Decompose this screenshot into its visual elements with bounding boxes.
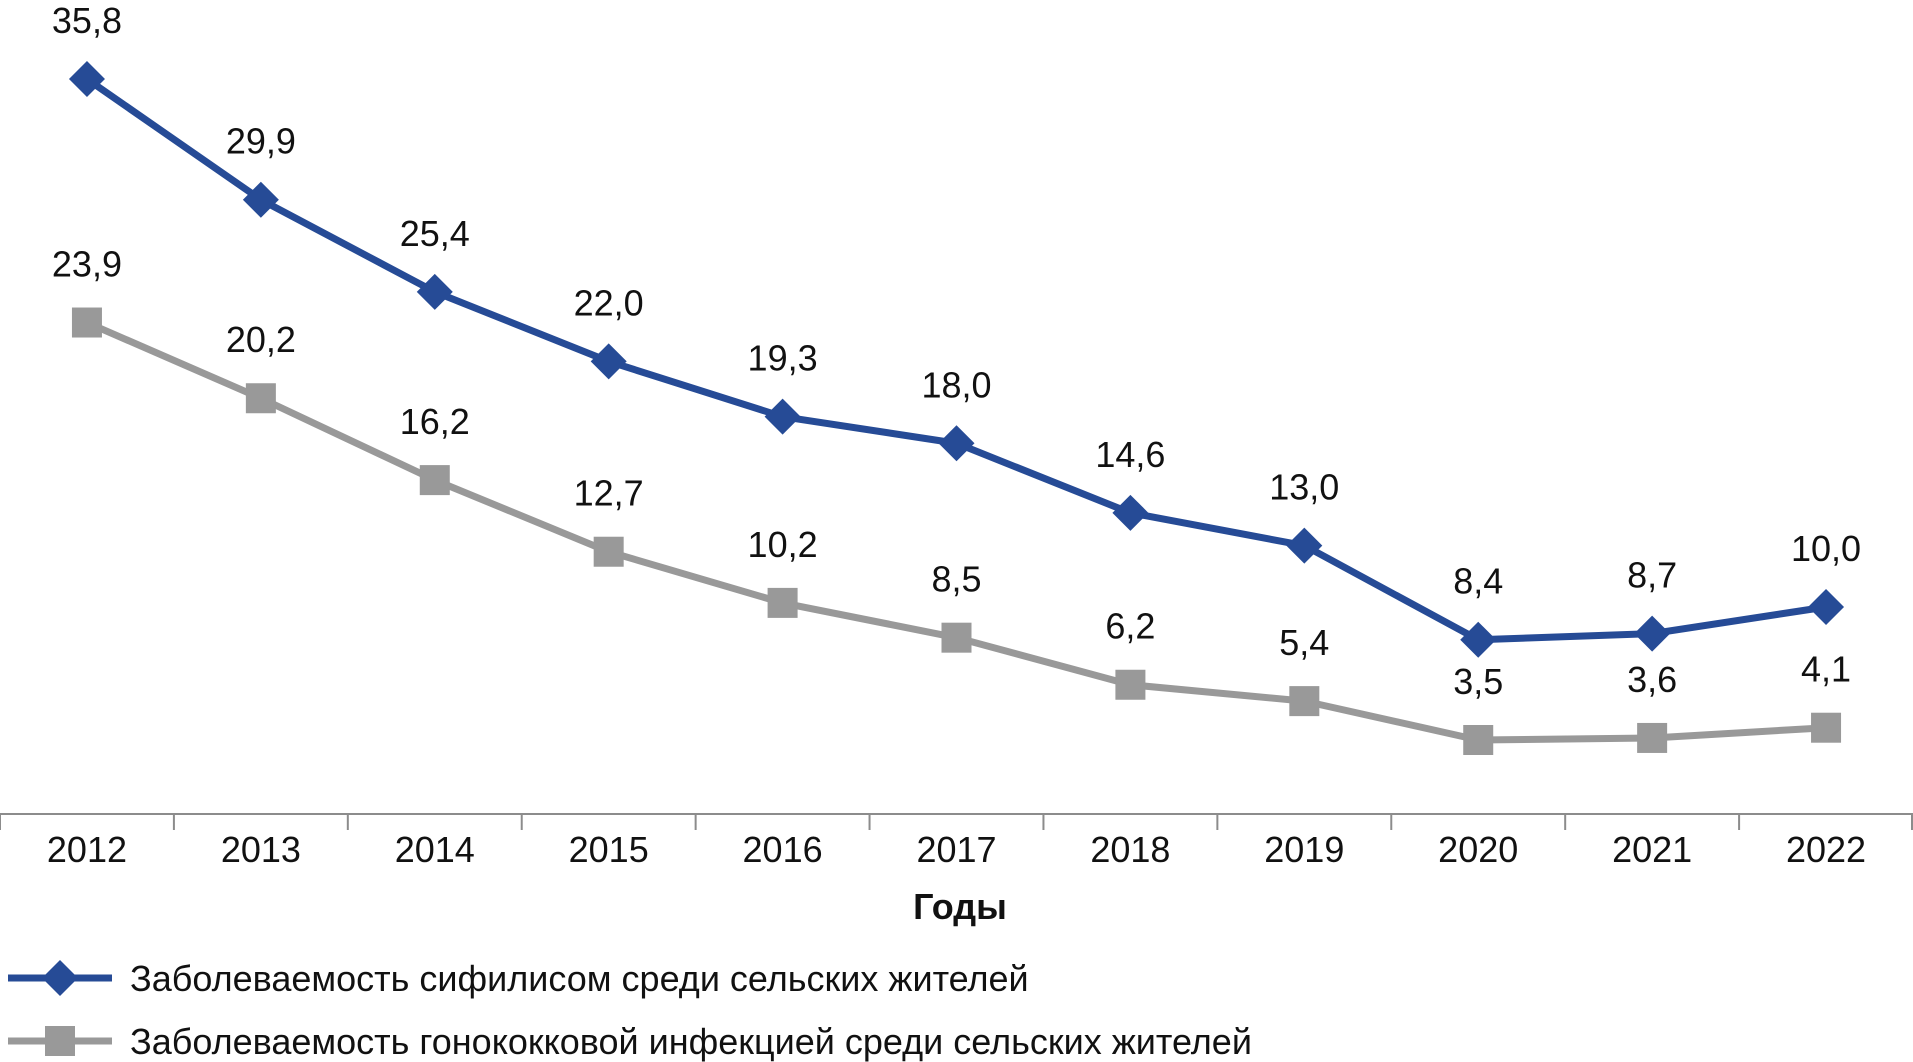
data-label: 13,0 <box>1269 467 1339 508</box>
data-point-square <box>941 622 972 653</box>
data-label: 35,8 <box>52 0 122 41</box>
data-point-diamond <box>590 343 627 380</box>
x-tick-label: 2017 <box>916 829 996 870</box>
data-point-square <box>767 587 798 618</box>
data-label: 29,9 <box>226 121 296 162</box>
data-point-square <box>1115 669 1146 700</box>
data-point-diamond <box>938 425 975 462</box>
data-label: 10,2 <box>748 524 818 565</box>
data-point-diamond <box>1112 494 1149 531</box>
x-axis: 2012 2013 2014 2015 2016 2017 2018 2019 2020 2021… <box>0 813 1913 870</box>
data-label: 19,3 <box>748 338 818 379</box>
data-point-diamond <box>1808 588 1845 625</box>
x-tick-label: 2014 <box>395 829 475 870</box>
data-point-diamond <box>242 181 279 218</box>
x-tick-label: 2012 <box>47 829 127 870</box>
x-tick-label: 2015 <box>569 829 649 870</box>
data-point-diamond <box>1634 615 1671 652</box>
data-label: 6,2 <box>1105 606 1155 647</box>
series-line-1 <box>84 76 1827 644</box>
data-point-square <box>245 383 276 414</box>
data-label: 5,4 <box>1279 622 1329 663</box>
data-point-diamond <box>1286 527 1323 564</box>
data-label: 12,7 <box>574 473 644 514</box>
data-label: 4,1 <box>1801 649 1851 690</box>
data-label: 20,2 <box>226 319 296 360</box>
legend-label-2: Заболеваемость гонококковой инфекцией ср… <box>130 1021 1252 1062</box>
data-point-diamond <box>1460 621 1497 658</box>
x-tick-label: 2013 <box>221 829 301 870</box>
data-point-square <box>1463 725 1494 755</box>
data-point-square <box>419 465 450 496</box>
data-point-square <box>593 536 624 567</box>
data-label: 8,4 <box>1453 561 1503 602</box>
data-label: 25,4 <box>400 213 470 254</box>
data-point-square <box>71 307 102 338</box>
data-label: 23,9 <box>52 244 122 285</box>
data-label: 8,5 <box>931 559 981 600</box>
data-point-diamond <box>764 398 801 435</box>
data-labels: 35,8 29,9 25,4 22,0 19,3 18,0 14,6 13,0 8,4 8,7 10… <box>52 0 1861 702</box>
legend-marker-diamond <box>42 960 78 996</box>
x-axis-title: Годы <box>913 886 1007 927</box>
x-tick-label: 2016 <box>743 829 823 870</box>
data-label: 16,2 <box>400 401 470 442</box>
data-label: 3,5 <box>1453 661 1503 702</box>
data-point-square <box>1637 722 1668 753</box>
legend: Заболеваемость сифилисом среди сельских … <box>8 958 1252 1062</box>
series-markers <box>68 61 1845 755</box>
x-tick-label: 2022 <box>1786 829 1866 870</box>
legend-marker-square <box>45 1026 75 1056</box>
data-label: 18,0 <box>921 364 991 405</box>
x-tick-label: 2018 <box>1090 829 1170 870</box>
data-label: 10,0 <box>1791 528 1861 569</box>
data-label: 22,0 <box>574 282 644 323</box>
data-label: 14,6 <box>1095 434 1165 475</box>
legend-label-1: Заболеваемость сифилисом среди сельских … <box>130 958 1029 999</box>
x-tick-label: 2019 <box>1264 829 1344 870</box>
data-point-diamond <box>416 273 453 310</box>
data-point-square <box>1811 712 1842 743</box>
data-point-square <box>1289 686 1320 717</box>
data-label: 3,6 <box>1627 659 1677 700</box>
x-tick-label: 2021 <box>1612 829 1692 870</box>
data-label: 8,7 <box>1627 555 1677 596</box>
data-point-diamond <box>68 61 105 97</box>
x-tick-label: 2020 <box>1438 829 1518 870</box>
